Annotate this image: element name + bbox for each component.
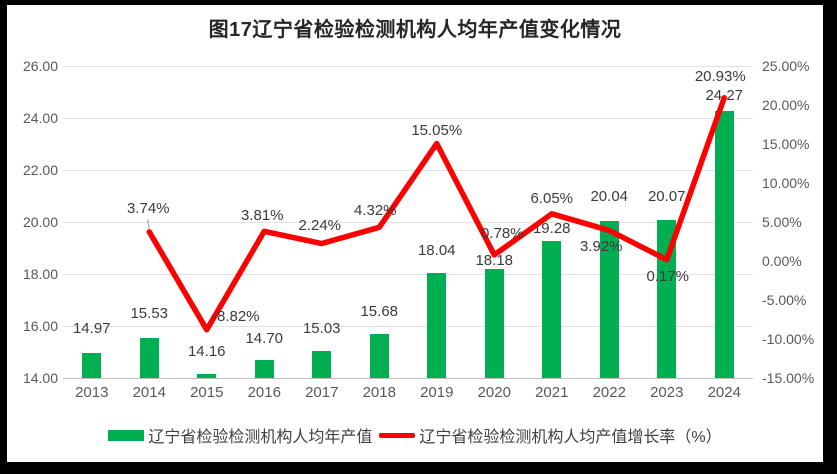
bar-data-label: 15.68 <box>360 303 399 321</box>
line-data-label: 4.32% <box>353 202 397 220</box>
bar-data-label: 20.07 <box>647 188 686 206</box>
y-axis-tick-label: 20.00 <box>22 214 58 230</box>
gridline <box>63 325 753 327</box>
gridline <box>63 117 753 119</box>
bar-2021 <box>542 240 562 378</box>
bar-data-label: 15.53 <box>130 305 169 323</box>
bar-2018 <box>369 334 389 378</box>
line-data-label: 3.92% <box>579 238 623 256</box>
bar-data-label: 18.18 <box>475 252 514 270</box>
secondary-axis-tick-label: 25.00% <box>762 58 810 74</box>
bar-2020 <box>484 269 504 378</box>
x-axis-tick-label: 2023 <box>650 384 684 401</box>
bar-2019 <box>427 272 447 378</box>
gridline <box>63 169 753 171</box>
secondary-axis-tick-label: 5.00% <box>762 214 802 230</box>
bar-2016 <box>254 359 274 378</box>
x-axis-tick-label: 2014 <box>132 384 166 401</box>
x-axis-tick-label: 2022 <box>592 384 626 401</box>
bar-2023 <box>657 220 677 378</box>
y-axis-tick-label: 16.00 <box>22 318 58 334</box>
secondary-axis-tick-label: 15.00% <box>762 136 810 152</box>
y-axis-tick-label: 26.00 <box>22 58 58 74</box>
y-axis-tick-label: 22.00 <box>22 162 58 178</box>
bar-data-label: 14.16 <box>187 342 226 360</box>
x-axis-tick-label: 2018 <box>362 384 396 401</box>
bar-data-label: 15.03 <box>302 320 341 338</box>
bar-data-label: 24.27 <box>705 86 744 104</box>
bar-2015 <box>197 373 217 378</box>
bar-data-label: 14.97 <box>72 319 111 337</box>
x-axis-tick-label: 2020 <box>477 384 511 401</box>
chart-title: 图17辽宁省检验检测机构人均年产值变化情况 <box>208 19 622 41</box>
x-axis-tick-label: 2021 <box>535 384 569 401</box>
legend-bar-label: 辽宁省检验检测机构人均年产值 <box>148 429 373 446</box>
chart-legend: 辽宁省检验检测机构人均年产值 辽宁省检验检测机构人均产值增长率（%） <box>7 424 823 446</box>
bar-2024 <box>714 110 734 378</box>
x-axis-tick-label: 2019 <box>420 384 454 401</box>
bar-data-label: 14.70 <box>245 329 284 347</box>
line-data-label: 20.93% <box>694 67 746 85</box>
secondary-axis-tick-label: 10.00% <box>762 175 810 191</box>
line-data-label: -8.82% <box>211 307 260 325</box>
secondary-axis-tick-label: 20.00% <box>762 97 810 113</box>
gridline <box>63 221 753 223</box>
secondary-axis-tick-label: -5.00% <box>762 292 807 308</box>
line-data-label: 0.17% <box>646 267 690 285</box>
x-axis-tick-label: 2015 <box>190 384 224 401</box>
secondary-axis-tick-label: -15.00% <box>762 370 815 386</box>
x-axis-tick-label: 2013 <box>75 384 109 401</box>
legend-line-swatch-icon <box>379 432 416 438</box>
bar-2013 <box>82 352 102 378</box>
secondary-axis-tick-label: 0.00% <box>762 253 802 269</box>
gridline <box>63 377 753 379</box>
secondary-axis-tick-label: -10.00% <box>762 331 815 347</box>
line-data-label: 0.78% <box>480 224 524 242</box>
line-data-label: 3.74% <box>126 199 170 217</box>
legend-line-label: 辽宁省检验检测机构人均产值增长率（%） <box>419 429 722 446</box>
y-axis-tick-label: 24.00 <box>22 110 58 126</box>
line-data-label: 6.05% <box>530 189 574 207</box>
x-axis-tick-label: 2016 <box>247 384 281 401</box>
gridline <box>63 65 753 67</box>
x-axis-tick-label: 2017 <box>305 384 339 401</box>
y-axis-tick-label: 18.00 <box>22 266 58 282</box>
line-data-label: 3.81% <box>240 207 284 225</box>
x-axis-tick-label: 2024 <box>707 384 741 401</box>
y-axis-tick-label: 14.00 <box>22 370 58 386</box>
bar-2014 <box>139 338 159 378</box>
legend-bar-swatch-icon <box>108 429 145 441</box>
bar-2017 <box>312 351 332 378</box>
line-data-label: 2.24% <box>298 216 342 234</box>
line-data-label: 15.05% <box>411 121 463 139</box>
